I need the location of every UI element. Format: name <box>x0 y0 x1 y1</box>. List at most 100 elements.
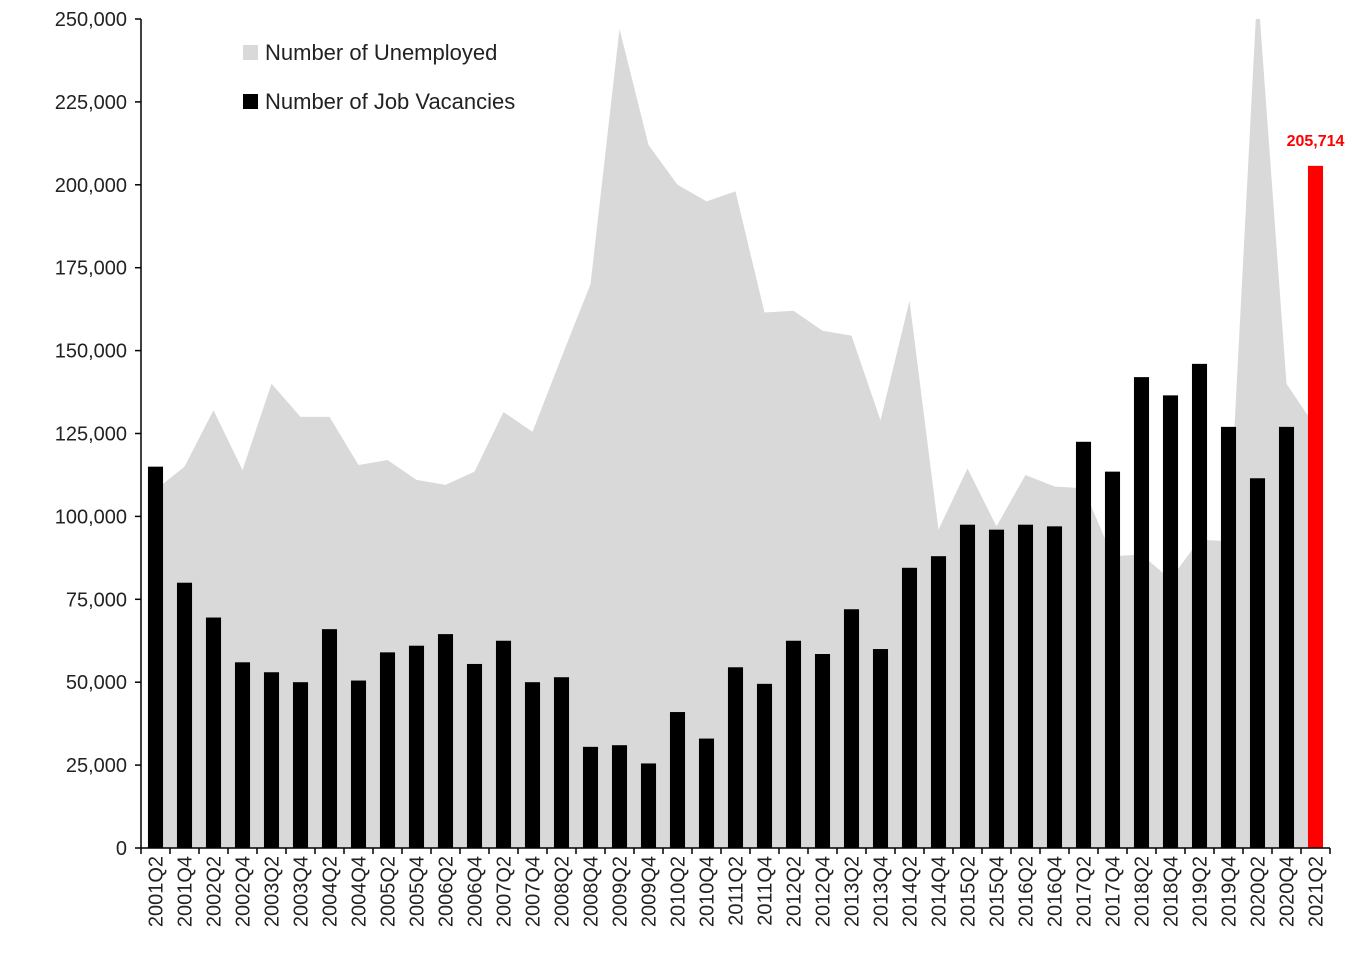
bar <box>379 652 396 848</box>
y-tick-label: 200,000 <box>55 175 127 197</box>
bar <box>756 683 773 848</box>
x-tick-label: 2004Q2 <box>320 856 342 927</box>
x-tick-label: 2002Q4 <box>233 856 255 927</box>
x-tick-label: 2018Q4 <box>1161 856 1183 927</box>
x-tick-label: 2001Q2 <box>146 856 168 927</box>
y-tick-label: 250,000 <box>55 9 127 31</box>
bar <box>263 672 280 848</box>
x-tick-label: 2012Q2 <box>784 856 806 927</box>
bar <box>1075 441 1092 848</box>
x-tick-label: 2014Q4 <box>929 856 951 927</box>
bar <box>1220 426 1237 848</box>
bar <box>640 763 657 848</box>
y-tick-label: 225,000 <box>55 92 127 114</box>
x-tick-label: 2004Q4 <box>349 856 371 927</box>
bar <box>321 629 338 848</box>
bar <box>1249 478 1266 848</box>
bar <box>1191 363 1208 848</box>
bar <box>988 529 1005 848</box>
axis-layer: 0 25,000 50,000 75,000 100,000 125,000 150,000… <box>55 9 1331 927</box>
bar <box>408 645 425 848</box>
bar <box>930 556 947 848</box>
x-tick-label: 2020Q2 <box>1248 856 1270 927</box>
bar <box>611 745 628 848</box>
bar <box>1133 377 1150 848</box>
y-tick-label: 75,000 <box>66 589 127 611</box>
legend-label: Number of Job Vacancies <box>265 89 515 114</box>
bar <box>495 640 512 848</box>
bar <box>727 667 744 848</box>
x-tick-label: 2009Q2 <box>610 856 632 927</box>
y-tick-label: 100,000 <box>55 506 127 528</box>
y-tick-label: 175,000 <box>55 258 127 280</box>
bar <box>582 746 599 848</box>
bar <box>1104 471 1121 848</box>
bar <box>814 654 831 848</box>
legend-swatch <box>243 94 258 109</box>
bar <box>205 617 222 848</box>
bar <box>669 712 686 848</box>
x-tick-label: 2020Q4 <box>1277 856 1299 927</box>
x-tick-label: 2003Q4 <box>291 856 313 927</box>
bar <box>698 738 715 848</box>
x-tick-label: 2021Q2 <box>1306 856 1328 927</box>
x-tick-label: 2018Q2 <box>1132 856 1154 927</box>
x-tick-label: 2015Q4 <box>987 856 1009 927</box>
x-tick-label: 2015Q2 <box>958 856 980 927</box>
y-tick-label: 125,000 <box>55 424 127 446</box>
legend-label: Number of Unemployed <box>265 40 497 65</box>
x-tick-label: 2008Q2 <box>552 856 574 927</box>
x-tick-label: 2009Q4 <box>639 856 661 927</box>
x-tick-label: 2002Q2 <box>204 856 226 927</box>
x-tick-label: 2013Q2 <box>842 856 864 927</box>
x-tick-label: 2019Q4 <box>1219 856 1241 927</box>
bar <box>872 649 889 848</box>
bar <box>350 680 367 848</box>
x-tick-label: 2008Q4 <box>581 856 603 927</box>
x-tick-label: 2005Q2 <box>378 856 400 927</box>
y-tick-label: 0 <box>116 838 127 860</box>
x-tick-label: 2001Q4 <box>175 856 197 927</box>
x-tick-label: 2011Q2 <box>726 856 748 926</box>
x-tick-label: 2005Q4 <box>407 856 429 927</box>
bar <box>959 524 976 848</box>
bar <box>292 682 309 848</box>
x-tick-label: 2007Q4 <box>523 856 545 927</box>
x-tick-label: 2012Q4 <box>813 856 835 927</box>
bar <box>1162 395 1179 848</box>
bar <box>176 582 193 848</box>
bar <box>1278 426 1295 848</box>
x-tick-label: 2010Q4 <box>697 856 719 927</box>
bar <box>147 466 164 848</box>
bar <box>843 609 860 848</box>
bar <box>901 567 918 848</box>
value-label: 205,714 <box>1287 133 1345 150</box>
x-tick-label: 2011Q4 <box>755 856 777 926</box>
bar <box>1046 526 1063 848</box>
bar-layer: 205,714 <box>147 133 1345 849</box>
y-tick-label: 50,000 <box>66 672 127 694</box>
x-tick-label: 2016Q4 <box>1045 856 1067 927</box>
bar <box>1017 524 1034 848</box>
x-tick-label: 2017Q4 <box>1103 856 1125 927</box>
x-tick-label: 2006Q4 <box>465 856 487 927</box>
bar <box>437 634 454 848</box>
bar <box>524 682 541 848</box>
x-tick-label: 2019Q2 <box>1190 856 1212 927</box>
bar <box>785 640 802 848</box>
x-tick-label: 2007Q2 <box>494 856 516 927</box>
x-tick-label: 2006Q2 <box>436 856 458 927</box>
bar <box>1307 165 1324 849</box>
x-tick-label: 2014Q2 <box>900 856 922 927</box>
y-tick-label: 150,000 <box>55 341 127 363</box>
legend-swatch <box>243 45 258 60</box>
x-tick-label: 2010Q2 <box>668 856 690 927</box>
x-tick-label: 2016Q2 <box>1016 856 1038 927</box>
bar <box>234 662 251 848</box>
x-tick-label: 2017Q2 <box>1074 856 1096 927</box>
bar <box>466 663 483 848</box>
x-tick-label: 2003Q2 <box>262 856 284 927</box>
x-tick-label: 2013Q4 <box>871 856 893 927</box>
